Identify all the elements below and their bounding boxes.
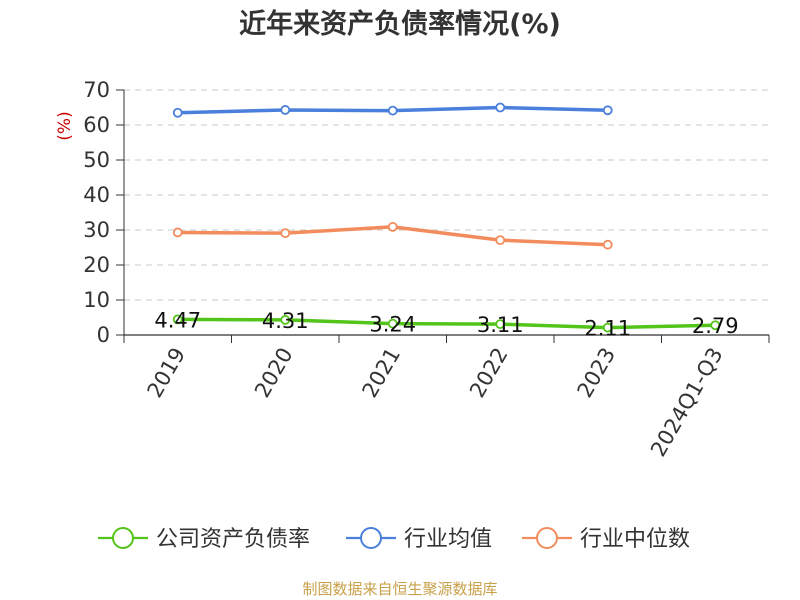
data-label: 2.79 [692,314,739,338]
y-tick-label: 70 [83,78,110,102]
legend-item: 行业中位数 [522,527,690,552]
data-point [280,315,291,325]
x-tick-label: 2019 [143,344,191,402]
x-tick-label: 2022 [465,344,513,402]
data-point [602,239,613,250]
legend-circle-marker [112,527,134,549]
y-axis-unit-label: (%) [55,111,75,140]
data-point [495,235,506,246]
data-point [602,322,613,333]
data-point [172,227,183,238]
data-point [387,318,398,329]
y-tick-label: 60 [83,113,110,137]
data-point [387,221,398,232]
data-label: 3.24 [369,313,416,337]
data-label: 2.11 [584,317,631,341]
legend-label: 行业均值 [404,527,492,552]
data-point [172,107,183,118]
x-tick-label: 2020 [250,344,298,402]
x-tick-label: 2021 [358,344,406,402]
legend-label: 公司资产负债率 [156,527,310,552]
legend-label: 行业中位数 [580,527,690,552]
series-layer [172,102,721,333]
data-label: 4.31 [262,309,309,333]
source-note: 制图数据来自恒生聚源数据库 [302,580,497,598]
axes: 0 10 20 30 40 50 60 70 2019 2020 2021 2022 2023 2024Q… [83,78,770,461]
data-point [495,102,506,113]
grid-lines [124,89,769,301]
legend: 公司资产负债率 行业均值 行业中位数 [98,527,690,552]
legend-item: 公司资产负债率 [98,527,310,552]
y-tick-label: 10 [83,288,110,312]
y-tick-label: 20 [83,253,110,277]
y-tick-label: 0 [97,323,110,347]
data-point [710,320,721,331]
data-point [280,105,291,115]
data-labels: 4.47 4.31 3.24 3.11 2.11 2.79 [154,308,738,340]
data-point [172,314,183,325]
y-tick-label: 50 [83,148,110,172]
data-point [280,228,291,239]
legend-circle-marker [536,527,558,549]
data-point [495,319,506,330]
y-tick-label: 30 [83,218,110,242]
data-point [602,105,613,116]
y-tick-label: 40 [83,183,110,207]
legend-item: 行业均值 [346,527,492,552]
legend-circle-marker [360,527,382,549]
chart-title: 近年来资产负债率情况(%) [239,8,561,40]
data-point [387,105,398,116]
data-label: 3.11 [477,313,524,337]
data-label: 4.47 [154,308,201,332]
series-line [176,317,717,330]
x-tick-label: 2024Q1-Q3 [646,344,728,461]
x-tick-label: 2023 [573,344,621,402]
